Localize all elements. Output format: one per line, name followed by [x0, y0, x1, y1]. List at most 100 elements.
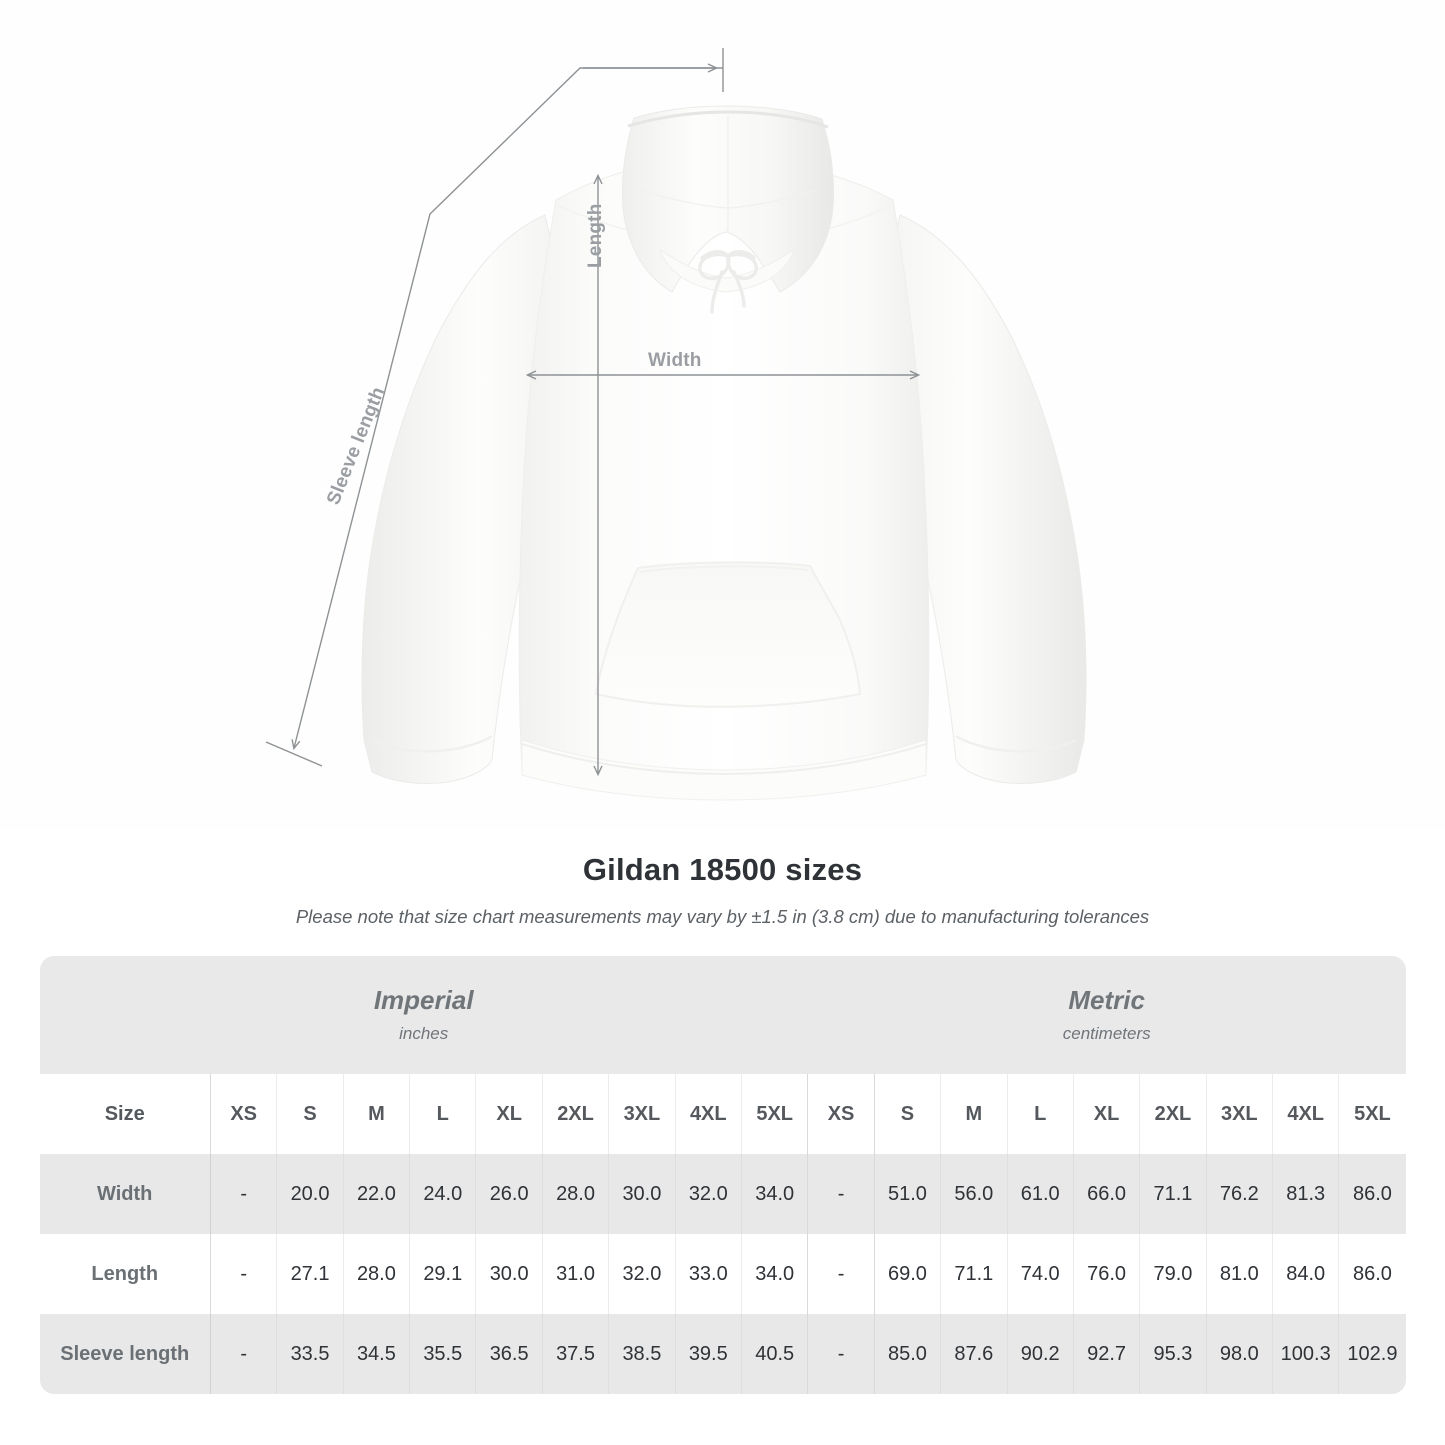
- column-header-imperial-xs: XS: [210, 1074, 278, 1154]
- cell-imperial-sleeve-length-5xl: 40.5: [741, 1314, 809, 1394]
- unit-subtitle-imperial: inches: [399, 1023, 449, 1043]
- row-label-length: Length: [39, 1234, 211, 1314]
- cell-imperial-width-2xl: 28.0: [542, 1154, 610, 1234]
- drawstring-bow: [698, 250, 758, 314]
- cell-imperial-sleeve-length-l: 35.5: [409, 1314, 477, 1394]
- column-header-metric-xl: XL: [1073, 1074, 1141, 1154]
- garment-illustration: Length Width Sleeve length: [265, 48, 1087, 801]
- cell-metric-sleeve-length-l: 90.2: [1007, 1314, 1074, 1394]
- cell-metric-length-4xl: 84.0: [1272, 1234, 1340, 1314]
- column-header-imperial-m: M: [343, 1074, 411, 1154]
- cell-imperial-sleeve-length-xl: 36.5: [475, 1314, 543, 1394]
- column-header-imperial-5xl: 5XL: [741, 1074, 809, 1154]
- cell-metric-width-m: 56.0: [940, 1154, 1008, 1234]
- table-row: Length -27.1 28.0 29.1 30.0 31.0 32.0 33.0 34.0-…: [39, 1234, 1406, 1314]
- cell-imperial-length-5xl: 34.0: [741, 1234, 809, 1314]
- hoodie-diagram: [265, 48, 1087, 801]
- cell-imperial-sleeve-length-m: 34.5: [343, 1314, 411, 1394]
- table-row: Sleeve length -33.5 34.5 35.5 36.5 37.5 38.5 39…: [39, 1314, 1406, 1394]
- unit-band-imperial: Imperial inches: [39, 956, 808, 1074]
- cell-metric-sleeve-length-2xl: 95.3: [1139, 1314, 1207, 1394]
- cell-metric-width-xs: -: [807, 1154, 875, 1234]
- cell-metric-sleeve-length-5xl: 102.9: [1338, 1314, 1406, 1394]
- column-header-imperial-2xl: 2XL: [542, 1074, 610, 1154]
- hood-casing: [627, 110, 829, 129]
- cell-imperial-width-m: 22.0: [343, 1154, 411, 1234]
- cell-metric-width-2xl: 71.1: [1139, 1154, 1207, 1234]
- column-header-metric-5xl: 5XL: [1338, 1074, 1406, 1154]
- kangaroo-pocket: [594, 561, 862, 708]
- cell-metric-length-2xl: 79.0: [1139, 1234, 1207, 1314]
- cell-imperial-length-s: 27.1: [276, 1234, 344, 1314]
- cell-imperial-length-m: 28.0: [343, 1234, 411, 1314]
- cell-imperial-length-l: 29.1: [409, 1234, 477, 1314]
- unit-name-imperial: Imperial: [373, 985, 474, 1016]
- cell-metric-width-l: 61.0: [1007, 1154, 1074, 1234]
- column-header-imperial-4xl: 4XL: [675, 1074, 742, 1154]
- cell-imperial-length-2xl: 31.0: [542, 1234, 610, 1314]
- cell-metric-length-m: 71.1: [940, 1234, 1008, 1314]
- column-header-metric-2xl: 2XL: [1139, 1074, 1207, 1154]
- cell-metric-sleeve-length-s: 85.0: [874, 1314, 942, 1394]
- unit-subtitle-metric: centimeters: [1062, 1023, 1151, 1043]
- table-row: Width -20.0 22.0 24.0 26.0 28.0 30.0 32.0 34.0-5…: [39, 1154, 1406, 1234]
- column-header-metric-4xl: 4XL: [1272, 1074, 1340, 1154]
- row-label-sleeve-length: Sleeve length: [39, 1314, 211, 1394]
- cell-metric-sleeve-length-m: 87.6: [940, 1314, 1008, 1394]
- cell-imperial-sleeve-length-3xl: 38.5: [608, 1314, 676, 1394]
- cell-metric-sleeve-length-xl: 92.7: [1073, 1314, 1141, 1394]
- size-header-row: Size XS S M L XL 2XL 3XL 4XL 5XL XS S M L XL 2XL 3XL 4XL 5…: [39, 1074, 1406, 1154]
- column-header-size: Size: [39, 1074, 211, 1154]
- column-header-metric-l: L: [1007, 1074, 1074, 1154]
- title-block: Gildan 18500 sizes Please note that size…: [0, 852, 1445, 928]
- column-header-imperial-s: S: [276, 1074, 344, 1154]
- cell-metric-width-3xl: 76.2: [1206, 1154, 1274, 1234]
- cell-imperial-width-4xl: 32.0: [675, 1154, 742, 1234]
- cell-imperial-length-3xl: 32.0: [608, 1234, 676, 1314]
- cell-metric-sleeve-length-xs: -: [807, 1314, 875, 1394]
- cell-imperial-width-5xl: 34.0: [741, 1154, 809, 1234]
- cell-imperial-length-4xl: 33.0: [675, 1234, 742, 1314]
- cell-imperial-width-l: 24.0: [409, 1154, 477, 1234]
- cell-metric-sleeve-length-3xl: 98.0: [1206, 1314, 1274, 1394]
- column-header-metric-3xl: 3XL: [1206, 1074, 1274, 1154]
- cell-imperial-width-xl: 26.0: [475, 1154, 543, 1234]
- unit-band-row: Imperial inches Metric centimeters: [39, 956, 1406, 1074]
- unit-name-metric: Metric: [1068, 985, 1145, 1016]
- width-annotation-label: Width: [648, 350, 702, 371]
- tolerance-note: Please note that size chart measurements…: [295, 906, 1150, 927]
- measurement-lines: [265, 48, 918, 774]
- column-header-metric-m: M: [940, 1074, 1008, 1154]
- cell-metric-length-3xl: 81.0: [1206, 1234, 1274, 1314]
- cell-imperial-sleeve-length-4xl: 39.5: [675, 1314, 742, 1394]
- cell-metric-width-4xl: 81.3: [1272, 1154, 1340, 1234]
- sleeve-bottom-tick: [265, 741, 323, 767]
- bottom-hem: [521, 739, 927, 801]
- cell-metric-width-s: 51.0: [874, 1154, 942, 1234]
- cell-metric-sleeve-length-4xl: 100.3: [1272, 1314, 1340, 1394]
- cell-imperial-sleeve-length-2xl: 37.5: [542, 1314, 610, 1394]
- cell-imperial-width-xs: -: [210, 1154, 278, 1234]
- column-header-imperial-l: L: [409, 1074, 477, 1154]
- size-table-container: Imperial inches Metric centimeters Size XS S M L…: [39, 956, 1406, 1394]
- column-header-imperial-xl: XL: [475, 1074, 543, 1154]
- column-header-imperial-3xl: 3XL: [608, 1074, 676, 1154]
- cell-metric-length-s: 69.0: [874, 1234, 942, 1314]
- cell-imperial-sleeve-length-xs: -: [210, 1314, 278, 1394]
- cell-imperial-length-xs: -: [210, 1234, 278, 1314]
- cell-imperial-sleeve-length-s: 33.5: [276, 1314, 344, 1394]
- length-annotation-label: Length: [585, 203, 606, 268]
- cell-metric-length-5xl: 86.0: [1338, 1234, 1406, 1314]
- page-title: Gildan 18500 sizes: [582, 852, 863, 887]
- row-label-width: Width: [39, 1154, 211, 1234]
- cell-imperial-length-xl: 30.0: [475, 1234, 543, 1314]
- cell-metric-width-xl: 66.0: [1073, 1154, 1141, 1234]
- cell-metric-length-l: 74.0: [1007, 1234, 1074, 1314]
- cell-metric-length-xs: -: [807, 1234, 875, 1314]
- cell-imperial-width-s: 20.0: [276, 1154, 344, 1234]
- cell-metric-length-xl: 76.0: [1073, 1234, 1141, 1314]
- unit-band-metric: Metric centimeters: [807, 956, 1406, 1074]
- cell-metric-width-5xl: 86.0: [1338, 1154, 1406, 1234]
- cell-imperial-width-3xl: 30.0: [608, 1154, 676, 1234]
